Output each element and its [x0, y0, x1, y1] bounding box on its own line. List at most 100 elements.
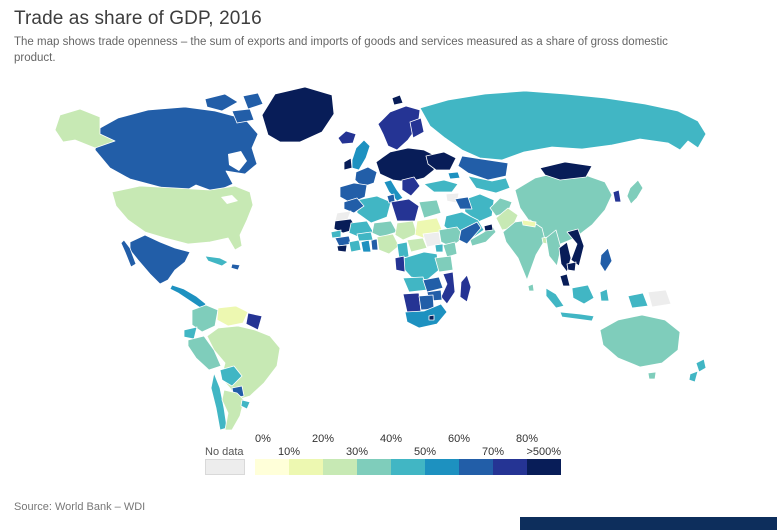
region-myanmar[interactable]: [545, 229, 562, 267]
region-ecuador[interactable]: [183, 326, 198, 340]
region-mexico[interactable]: [129, 234, 191, 285]
region-sierra-leone-liberia[interactable]: [336, 244, 348, 253]
region-nepal[interactable]: [521, 219, 537, 228]
region-svalbard[interactable]: [391, 94, 404, 106]
region-south-africa[interactable]: [404, 303, 448, 329]
region-russia[interactable]: [419, 90, 707, 161]
region-philippines[interactable]: [599, 247, 613, 273]
world-map: [54, 86, 707, 431]
region-australia[interactable]: [599, 314, 681, 368]
region-senegal[interactable]: [330, 229, 342, 239]
region-morocco[interactable]: [343, 197, 365, 214]
region-papua-new-guinea[interactable]: [647, 289, 672, 308]
region-canada-arctic-east[interactable]: [242, 92, 264, 110]
region-tanzania[interactable]: [434, 255, 454, 273]
region-uae[interactable]: [483, 223, 494, 232]
region-bolivia[interactable]: [219, 365, 243, 387]
region-zambia[interactable]: [422, 276, 444, 293]
region-balkans[interactable]: [401, 176, 421, 197]
region-finland[interactable]: [409, 117, 425, 139]
region-central-europe[interactable]: [375, 147, 437, 183]
region-west-papua[interactable]: [627, 292, 649, 309]
region-iceland[interactable]: [337, 130, 357, 145]
region-madagascar[interactable]: [459, 274, 472, 303]
region-italy[interactable]: [383, 179, 404, 202]
region-java[interactable]: [559, 311, 595, 322]
legend-swatch-20-30[interactable]: [323, 459, 357, 475]
legend-swatch-30-40[interactable]: [357, 459, 391, 475]
region-tasmania[interactable]: [647, 371, 657, 380]
region-uruguay[interactable]: [240, 399, 251, 410]
region-iraq[interactable]: [454, 196, 473, 210]
region-argentina[interactable]: [221, 389, 245, 431]
region-cambodia[interactable]: [566, 261, 577, 272]
region-japan[interactable]: [626, 179, 644, 205]
region-angola[interactable]: [402, 276, 428, 293]
region-colombia[interactable]: [191, 304, 219, 333]
region-greenland[interactable]: [261, 86, 335, 143]
region-libya[interactable]: [390, 198, 420, 222]
region-iberia[interactable]: [339, 182, 368, 204]
region-chad[interactable]: [394, 220, 418, 241]
legend-swatch-40-50[interactable]: [391, 459, 425, 475]
region-mozambique[interactable]: [440, 271, 456, 305]
region-chile[interactable]: [210, 372, 228, 431]
region-france[interactable]: [354, 166, 378, 188]
legend-swatch-50-60[interactable]: [425, 459, 459, 475]
region-baja-california[interactable]: [120, 239, 137, 268]
region-egypt[interactable]: [418, 199, 442, 219]
region-sulawesi[interactable]: [599, 288, 610, 302]
region-guyanas[interactable]: [245, 312, 263, 331]
region-venezuela[interactable]: [216, 305, 249, 327]
region-canada[interactable]: [94, 106, 259, 195]
region-sri-lanka[interactable]: [527, 283, 535, 292]
region-sumatra[interactable]: [545, 287, 565, 309]
region-ukraine[interactable]: [425, 151, 457, 171]
region-burkina-faso[interactable]: [356, 231, 374, 242]
region-new-zealand-south[interactable]: [688, 370, 699, 383]
region-mongolia[interactable]: [539, 161, 593, 181]
region-united-kingdom[interactable]: [351, 139, 371, 171]
region-iran[interactable]: [462, 193, 495, 223]
region-namibia[interactable]: [402, 292, 422, 313]
region-alaska[interactable]: [54, 108, 116, 149]
legend-swatch-60-70[interactable]: [459, 459, 493, 475]
region-hispaniola[interactable]: [230, 263, 241, 271]
region-central-asia[interactable]: [467, 175, 511, 194]
legend-no-data-swatch[interactable]: [205, 459, 245, 475]
region-turkey[interactable]: [423, 179, 459, 193]
region-nigeria[interactable]: [376, 233, 400, 255]
region-india[interactable]: [502, 219, 546, 281]
region-baffin[interactable]: [231, 108, 255, 124]
region-uganda[interactable]: [434, 243, 444, 253]
region-lesotho[interactable]: [428, 314, 435, 321]
legend-swatch-70-80[interactable]: [493, 459, 527, 475]
region-usa[interactable]: [111, 185, 254, 251]
region-korea[interactable]: [612, 189, 622, 203]
region-congo-gabon[interactable]: [394, 255, 406, 273]
region-kenya[interactable]: [442, 241, 458, 258]
region-cameroon[interactable]: [396, 241, 410, 259]
region-peru[interactable]: [187, 335, 222, 371]
region-caucasus[interactable]: [447, 171, 461, 180]
region-cuba[interactable]: [204, 255, 229, 267]
region-vietnam-laos[interactable]: [566, 228, 585, 267]
region-algeria[interactable]: [356, 195, 392, 224]
region-ivory-coast[interactable]: [348, 239, 362, 253]
region-guinea[interactable]: [334, 235, 352, 247]
region-central-african-republic[interactable]: [406, 237, 428, 253]
region-central-america[interactable]: [169, 284, 207, 310]
legend-swatch-80-500[interactable]: [527, 459, 561, 475]
region-somalia[interactable]: [458, 221, 482, 245]
region-ireland[interactable]: [343, 157, 353, 171]
region-ghana[interactable]: [360, 239, 372, 253]
region-togo-benin[interactable]: [370, 238, 379, 251]
region-canada-arctic-west[interactable]: [204, 93, 239, 112]
region-borneo[interactable]: [571, 284, 595, 305]
legend-swatch-0-10[interactable]: [255, 459, 289, 475]
legend-swatch-10-20[interactable]: [289, 459, 323, 475]
region-kazakhstan[interactable]: [457, 155, 509, 181]
region-new-zealand-north[interactable]: [695, 358, 707, 373]
region-malaysia[interactable]: [559, 273, 571, 287]
region-ethiopia[interactable]: [438, 226, 466, 248]
